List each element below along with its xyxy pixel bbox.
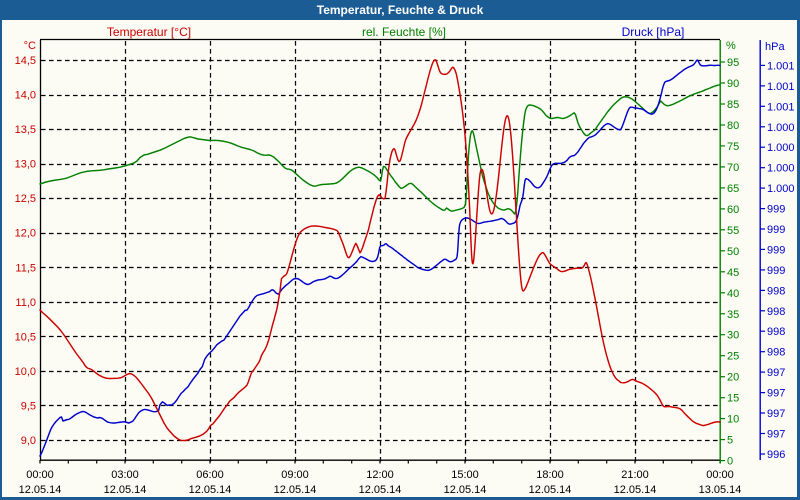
- svg-text:12.05.14: 12.05.14: [359, 484, 402, 496]
- svg-text:12,5: 12,5: [15, 193, 36, 205]
- svg-text:Druck [hPa]: Druck [hPa]: [622, 25, 685, 39]
- svg-text:hPa: hPa: [765, 41, 785, 53]
- svg-text:25: 25: [727, 351, 739, 363]
- svg-text:1.000: 1.000: [767, 163, 795, 175]
- svg-text:997: 997: [767, 429, 785, 441]
- svg-text:996: 996: [767, 449, 785, 461]
- svg-text:999: 999: [767, 224, 785, 236]
- svg-text:12:00: 12:00: [366, 469, 394, 481]
- svg-text:15:00: 15:00: [451, 469, 479, 481]
- svg-text:12.05.14: 12.05.14: [274, 484, 317, 496]
- svg-text:999: 999: [767, 244, 785, 256]
- svg-text:55: 55: [727, 225, 739, 237]
- svg-text:1.000: 1.000: [767, 122, 795, 134]
- svg-text:20: 20: [727, 372, 739, 384]
- svg-text:999: 999: [767, 204, 785, 216]
- svg-text:5: 5: [727, 435, 733, 447]
- svg-text:13,5: 13,5: [15, 124, 36, 136]
- svg-text:998: 998: [767, 326, 785, 338]
- svg-text:1.001: 1.001: [767, 81, 795, 93]
- svg-text:75: 75: [727, 141, 739, 153]
- svg-text:80: 80: [727, 120, 739, 132]
- svg-text:10: 10: [727, 414, 739, 426]
- svg-text:Temperatur [°C]: Temperatur [°C]: [107, 25, 191, 39]
- svg-text:1.000: 1.000: [767, 142, 795, 154]
- svg-text:45: 45: [727, 267, 739, 279]
- svg-text:12.05.14: 12.05.14: [189, 484, 232, 496]
- svg-text:997: 997: [767, 408, 785, 420]
- svg-text:40: 40: [727, 288, 739, 300]
- svg-text:95: 95: [727, 57, 739, 69]
- svg-text:14,0: 14,0: [15, 90, 36, 102]
- svg-text:0: 0: [727, 456, 733, 468]
- svg-text:997: 997: [767, 367, 785, 379]
- svg-text:30: 30: [727, 330, 739, 342]
- svg-text:35: 35: [727, 309, 739, 321]
- svg-text:997: 997: [767, 388, 785, 400]
- svg-text:50: 50: [727, 246, 739, 258]
- svg-text:rel. Feuchte [%]: rel. Feuchte [%]: [362, 25, 446, 39]
- svg-text:12.05.14: 12.05.14: [19, 484, 62, 496]
- svg-text:10,5: 10,5: [15, 331, 36, 343]
- svg-text:9,5: 9,5: [21, 401, 36, 413]
- svg-text:9,0: 9,0: [21, 435, 36, 447]
- svg-text:10,0: 10,0: [15, 366, 36, 378]
- svg-text:998: 998: [767, 347, 785, 359]
- svg-text:14,5: 14,5: [15, 55, 36, 67]
- svg-text:12,0: 12,0: [15, 228, 36, 240]
- svg-text:00:00: 00:00: [26, 469, 54, 481]
- svg-text:60: 60: [727, 204, 739, 216]
- svg-text:12.05.14: 12.05.14: [444, 484, 487, 496]
- svg-text:00:00: 00:00: [706, 469, 734, 481]
- svg-text:°C: °C: [24, 40, 36, 52]
- svg-text:11,0: 11,0: [15, 297, 36, 309]
- svg-text:%: %: [726, 40, 736, 52]
- svg-text:998: 998: [767, 285, 785, 297]
- svg-text:15: 15: [727, 393, 739, 405]
- svg-text:21:00: 21:00: [621, 469, 649, 481]
- svg-text:03:00: 03:00: [111, 469, 139, 481]
- svg-text:18:00: 18:00: [536, 469, 564, 481]
- svg-text:1.000: 1.000: [767, 183, 795, 195]
- svg-text:999: 999: [767, 265, 785, 277]
- svg-text:70: 70: [727, 162, 739, 174]
- svg-text:12.05.14: 12.05.14: [529, 484, 572, 496]
- svg-text:13,0: 13,0: [15, 159, 36, 171]
- svg-text:09:00: 09:00: [281, 469, 309, 481]
- svg-text:90: 90: [727, 78, 739, 90]
- svg-text:12.05.14: 12.05.14: [614, 484, 657, 496]
- svg-text:85: 85: [727, 99, 739, 111]
- svg-text:11,5: 11,5: [15, 262, 36, 274]
- svg-text:13.05.14: 13.05.14: [699, 484, 742, 496]
- svg-text:Temperatur, Feuchte & Druck: Temperatur, Feuchte & Druck: [317, 3, 484, 17]
- svg-text:1.001: 1.001: [767, 101, 795, 113]
- svg-text:1.001: 1.001: [767, 60, 795, 72]
- svg-text:65: 65: [727, 183, 739, 195]
- svg-text:12.05.14: 12.05.14: [104, 484, 147, 496]
- svg-text:998: 998: [767, 306, 785, 318]
- svg-text:06:00: 06:00: [196, 469, 224, 481]
